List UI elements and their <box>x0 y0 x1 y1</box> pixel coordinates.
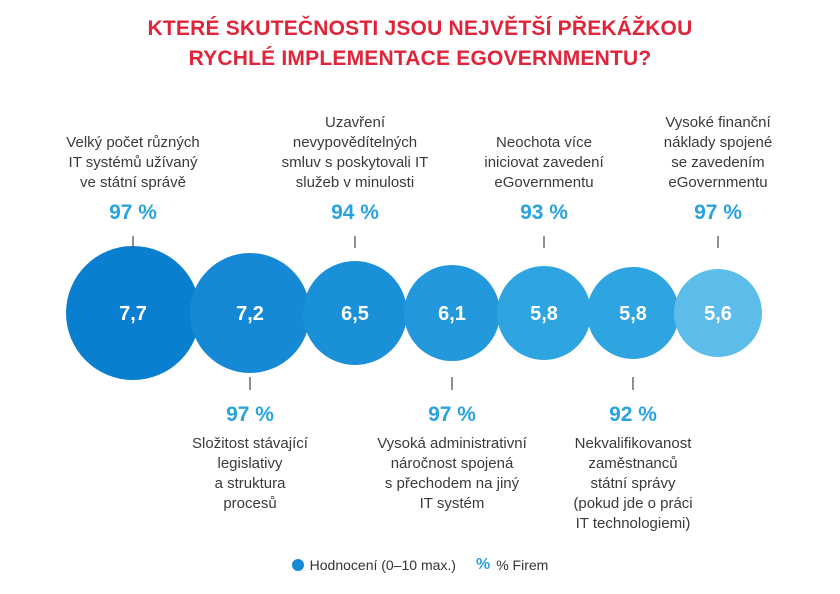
percent-7: 97 % <box>694 201 742 224</box>
bubble-value-7: 5,6 <box>704 303 732 325</box>
bubble-value-2: 7,2 <box>236 303 264 325</box>
category-label-1-line-2: IT systémů užívaný <box>68 154 198 171</box>
category-label-3-line-1: Uzavření <box>324 114 386 131</box>
chart-title-line-2: RYCHLÉ IMPLEMENTACE EGOVERNMENTU? <box>188 47 652 70</box>
category-label-6-line-1: Nekvalifikovanost <box>574 435 692 452</box>
category-label-4-line-2: náročnost spojená <box>390 455 514 472</box>
category-label-3-line-4: služeb v minulosti <box>295 174 415 191</box>
category-label-7-line-2: náklady spojené <box>663 134 773 151</box>
category-label-5: Neochota více iniciovat zavedení eGovernme… <box>444 133 644 193</box>
category-label-5-line-2: iniciovat zavedení <box>484 154 604 171</box>
category-label-2-line-4: procesů <box>223 495 277 512</box>
bubble-4 <box>404 265 500 361</box>
legend-percent: % % Firem <box>476 556 548 574</box>
category-label-6-line-2: zaměstnanců <box>588 455 678 472</box>
percent-1: 97 % <box>109 201 157 224</box>
legend: Hodnocení (0–10 max.) % % Firem <box>0 556 840 574</box>
category-label-3-line-2: nevypovědítelných <box>292 134 418 151</box>
percent-5: 93 % <box>520 201 568 224</box>
legend-rating-label: Hodnocení (0–10 max.) <box>309 557 456 573</box>
bubble-value-1: 7,7 <box>119 303 147 325</box>
bubble-value-6: 5,8 <box>619 303 647 325</box>
bubble-6 <box>587 267 679 359</box>
percent-4: 97 % <box>428 403 476 426</box>
bubble-5 <box>497 266 591 360</box>
category-label-6-line-5: IT technologiemi) <box>575 515 691 532</box>
category-label-4-line-4: IT systém <box>419 495 485 512</box>
category-label-7: Vysoké finanční náklady spojené se zaveden… <box>618 113 818 193</box>
category-label-7-line-1: Vysoké finanční <box>665 114 771 131</box>
category-label-4: Vysoká administrativní náročnost spojená s… <box>352 434 552 514</box>
bubble-3 <box>303 261 407 365</box>
bubble-value-4: 6,1 <box>438 303 466 325</box>
category-label-6-line-4: (pokud jde o práci <box>573 495 693 512</box>
category-label-4-line-1: Vysoká administrativní <box>377 435 527 452</box>
chart-title: KTERÉ SKUTEČNOSTI JSOU NEJVĚTŠÍ PŘEKÁŽKO… <box>0 14 840 74</box>
bubble-1 <box>66 246 200 380</box>
category-label-3: Uzavření nevypovědítelných smluv s poskyto… <box>255 113 455 193</box>
category-label-6-line-3: státní správy <box>590 475 676 492</box>
category-label-3-line-3: smluv s poskytovali IT <box>281 154 429 171</box>
category-label-7-line-4: eGovernmentu <box>668 174 768 191</box>
legend-percent-label: % Firem <box>496 557 549 573</box>
bubble-7 <box>674 269 762 357</box>
bubble-value-3: 6,5 <box>341 303 369 325</box>
category-label-7-line-3: se zavedením <box>671 154 765 171</box>
category-label-1-line-3: ve státní správě <box>80 174 186 191</box>
category-label-2-line-1: Složitost stávající <box>192 435 308 452</box>
legend-percent-symbol: % <box>475 556 491 573</box>
bubble-value-5: 5,8 <box>530 303 558 325</box>
legend-rating: Hodnocení (0–10 max.) <box>291 557 456 573</box>
category-label-2-line-3: a struktura <box>214 475 286 492</box>
category-label-2: Složitost stávající legislativy a struktur… <box>150 434 350 514</box>
category-label-2-line-2: legislativy <box>217 455 283 472</box>
legend-dot-icon <box>291 559 304 571</box>
category-label-1: Velký počet různých IT systémů užívaný ve … <box>33 133 233 193</box>
category-label-5-line-1: Neochota více <box>496 134 592 151</box>
percent-6: 92 % <box>609 403 657 426</box>
chart-title-line-1: KTERÉ SKUTEČNOSTI JSOU NEJVĚTŠÍ PŘEKÁŽKO… <box>147 17 693 40</box>
percent-2: 97 % <box>226 403 274 426</box>
category-label-1-line-1: Velký počet různých <box>66 134 200 151</box>
percent-3: 94 % <box>331 201 379 224</box>
category-label-4-line-3: s přechodem na jiný <box>384 475 520 492</box>
category-label-5-line-3: eGovernmentu <box>494 174 594 191</box>
bubble-2 <box>190 253 310 373</box>
category-label-6: Nekvalifikovanost zaměstnanců státní správ… <box>533 434 733 534</box>
